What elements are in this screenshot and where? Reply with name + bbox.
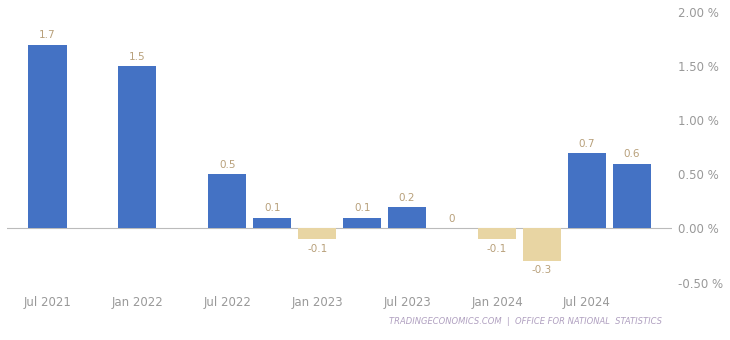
Text: 0.5: 0.5 [219, 160, 236, 170]
Bar [612, 164, 651, 228]
Text: 0: 0 [449, 214, 456, 224]
Text: -0.1: -0.1 [487, 244, 507, 254]
Bar [28, 45, 66, 228]
Bar [388, 207, 426, 228]
Bar [523, 228, 561, 261]
Bar [343, 218, 381, 228]
Text: TRADINGECONOMICS.COM  |  OFFICE FOR NATIONAL  STATISTICS: TRADINGECONOMICS.COM | OFFICE FOR NATION… [389, 318, 662, 326]
Bar [253, 218, 291, 228]
Bar [478, 228, 516, 239]
Text: -0.1: -0.1 [307, 244, 327, 254]
Text: -0.3: -0.3 [532, 265, 552, 275]
Bar [208, 174, 246, 228]
Bar [568, 153, 606, 228]
Bar [118, 66, 156, 228]
Bar [298, 228, 337, 239]
Text: 0.7: 0.7 [579, 138, 595, 149]
Text: 0.1: 0.1 [354, 203, 370, 214]
Text: 1.7: 1.7 [39, 31, 55, 40]
Text: 0.2: 0.2 [399, 192, 415, 203]
Text: 1.5: 1.5 [129, 52, 146, 62]
Text: 0.1: 0.1 [264, 203, 280, 214]
Text: 0.6: 0.6 [623, 149, 640, 159]
